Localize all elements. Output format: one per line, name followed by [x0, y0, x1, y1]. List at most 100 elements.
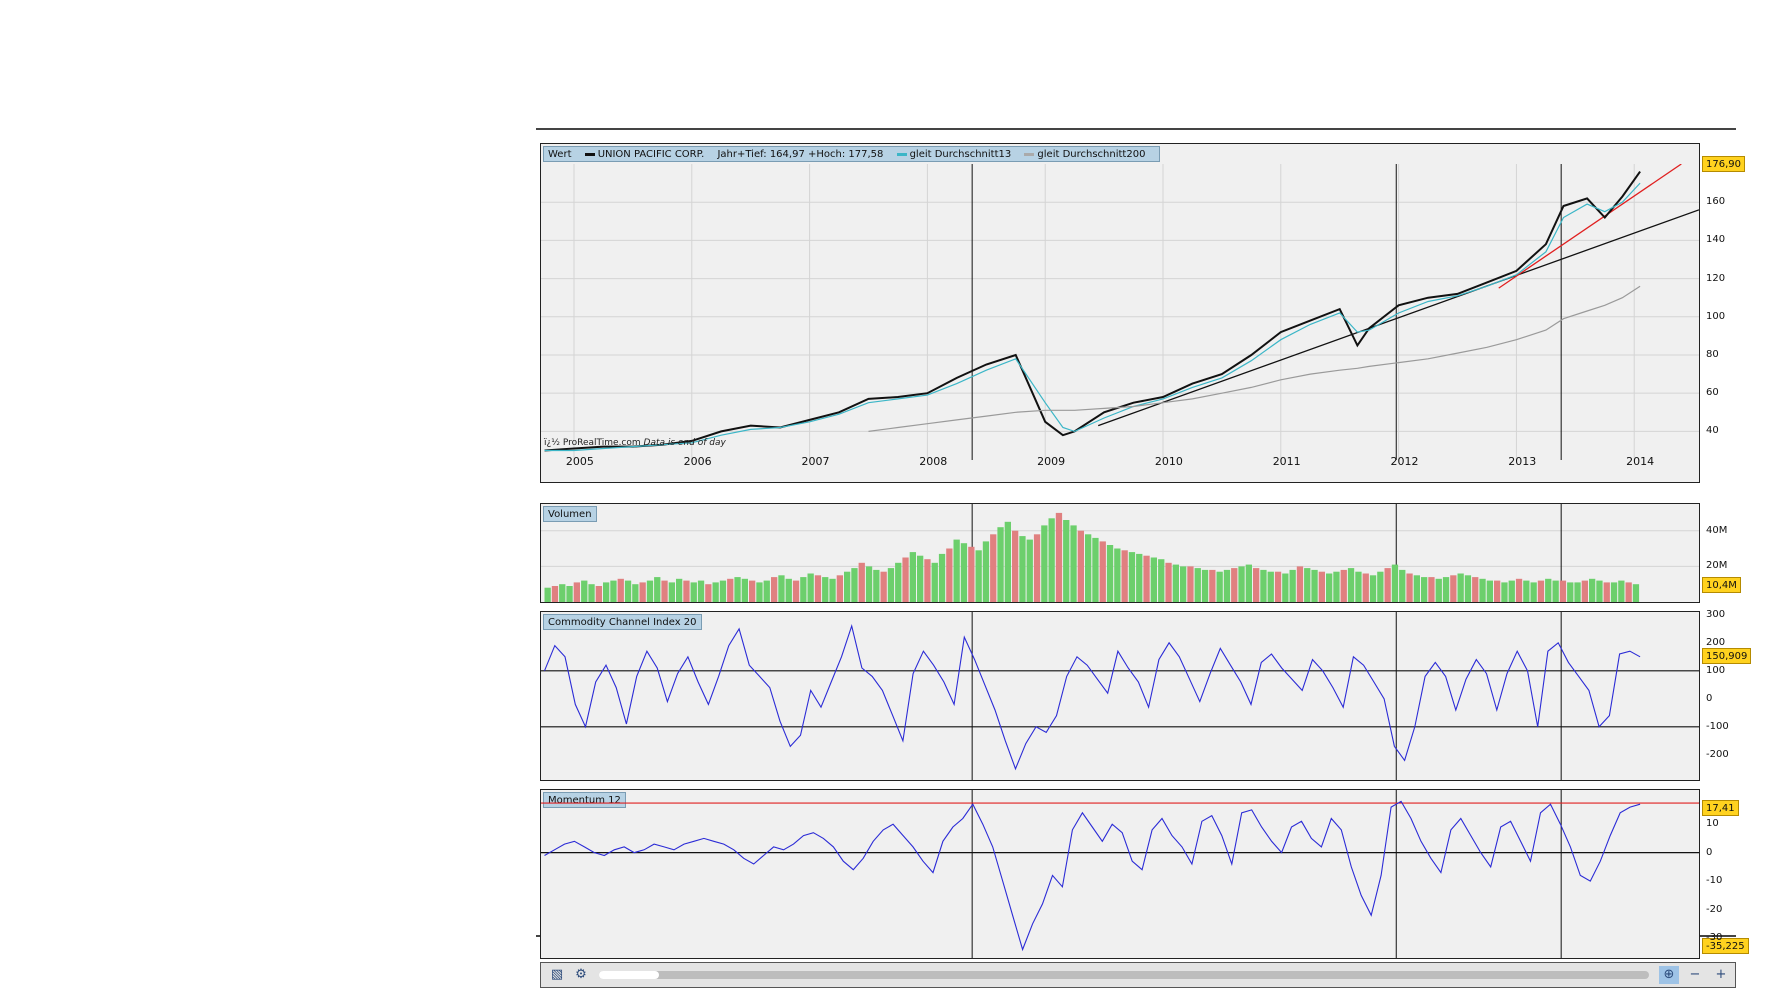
zoom-in-icon[interactable]: +: [1715, 967, 1727, 982]
volume-bar: [938, 553, 946, 602]
volume-bar: [1041, 525, 1048, 602]
volume-bar: [1223, 569, 1231, 602]
cci-line-y-tick: -100: [1706, 720, 1729, 732]
cci-badge: 150,909: [1702, 648, 1752, 664]
volume-bar: [1180, 566, 1187, 602]
volume-bar: [997, 527, 1004, 602]
momentum-panel[interactable]: Momentum 12: [540, 789, 1700, 959]
volume-bar: [946, 548, 953, 602]
price-y-tick: 60: [1706, 387, 1719, 399]
price-legend: Wert UNION PACIFIC CORP. Jahr+Tief: 164,…: [543, 146, 1161, 163]
volume-bar: [1340, 569, 1347, 602]
volume-bar: [1033, 534, 1041, 602]
volume-bar: [1201, 569, 1209, 602]
volume-chart-svg: [541, 504, 1699, 602]
volume-bar: [1245, 564, 1252, 602]
zoom-fit-icon[interactable]: ⊕: [1659, 966, 1679, 984]
volume-bar: [661, 580, 668, 602]
volume-badge: 10,4M: [1702, 577, 1741, 593]
volume-bar: [1523, 580, 1530, 602]
volume-bar: [1055, 512, 1063, 602]
tool-icon[interactable]: ⚙: [575, 967, 587, 982]
cci-title: Commodity Channel Index 20: [543, 614, 702, 630]
volume-bar: [1209, 569, 1216, 602]
volume-bar: [719, 580, 727, 602]
price-y-tick: 40: [1706, 425, 1719, 437]
volume-bar: [1369, 575, 1377, 602]
volume-bar: [1289, 569, 1296, 602]
volume-bar: [1581, 580, 1588, 602]
volume-bar: [1318, 571, 1325, 602]
volume-bar: [1238, 566, 1245, 602]
volume-bar: [1085, 534, 1092, 602]
x-tick-year: 2006: [683, 455, 712, 468]
price-panel[interactable]: Wert UNION PACIFIC CORP. Jahr+Tief: 164,…: [540, 143, 1700, 483]
volume-bar: [639, 582, 646, 602]
volume-bar: [1428, 577, 1435, 602]
momentum-line-y-tick: 10: [1706, 818, 1719, 830]
watermark: ï¿½ ProRealTime.com Data is end of day: [544, 438, 726, 448]
volume-y-tick: 20M: [1706, 560, 1728, 572]
scrollbar-thumb[interactable]: [599, 971, 659, 979]
volume-bar: [953, 539, 960, 602]
volume-bar: [895, 562, 902, 602]
volume-bar: [836, 575, 843, 602]
volume-bar: [1253, 568, 1260, 602]
x-tick-year: 2005: [565, 455, 594, 468]
volume-bar: [1333, 571, 1340, 602]
volume-bar: [917, 555, 924, 602]
volume-bar: [566, 586, 573, 602]
cci-panel[interactable]: Commodity Channel Index 20: [540, 611, 1700, 781]
volume-bar: [1194, 568, 1201, 602]
volume-bar: [1515, 578, 1523, 602]
x-tick-year: 2014: [1626, 455, 1655, 468]
volume-bar: [1508, 580, 1515, 602]
volume-bar: [1457, 573, 1464, 602]
chart-icon[interactable]: ▧: [550, 967, 564, 982]
volume-bar: [1077, 530, 1084, 602]
volume-bar: [1311, 569, 1318, 602]
bottom-toolbar: ▧ ⚙ ⊕ − +: [540, 962, 1736, 988]
volume-bar: [1618, 580, 1625, 602]
volume-bar: [683, 580, 690, 602]
cci-line-y-tick: 200: [1706, 636, 1726, 648]
volume-bar: [1355, 571, 1362, 602]
volume-bar: [1282, 573, 1289, 602]
volume-bar: [1158, 559, 1165, 602]
volume-bar: [1326, 573, 1333, 602]
price-y-tick: 100: [1706, 310, 1726, 322]
momentum-chart-svg: [541, 790, 1699, 958]
volume-bar: [1625, 582, 1632, 602]
volume-bar: [632, 584, 639, 602]
volume-bar: [931, 562, 938, 602]
volume-bar: [749, 580, 756, 602]
volume-bar: [1464, 575, 1472, 602]
volume-bar: [1486, 580, 1493, 602]
momentum-line-y-tick: 0: [1706, 846, 1713, 858]
momentum-line: [544, 800, 1641, 952]
volume-bar: [1099, 541, 1106, 602]
volume-bar: [909, 552, 916, 602]
volume-bar: [756, 582, 763, 602]
x-tick-year: 2008: [919, 455, 948, 468]
volume-bar: [960, 543, 968, 602]
volume-bar: [1472, 577, 1479, 602]
volume-bar: [1479, 578, 1486, 602]
horizontal-scrollbar[interactable]: [599, 971, 1649, 979]
volume-bar: [880, 571, 887, 602]
cci-line-y-tick: 100: [1706, 664, 1726, 676]
volume-bar: [873, 569, 880, 602]
momentum-title: Momentum 12: [543, 792, 626, 808]
legend-ma13: gleit Durchschnitt13: [896, 147, 1011, 163]
volume-bar: [844, 571, 851, 602]
watermark-text: ï¿½ ProRealTime.com: [544, 438, 641, 448]
cci-line-y-tick: 0: [1706, 692, 1713, 704]
volume-bar: [603, 582, 610, 602]
volume-bar: [1421, 577, 1428, 602]
volume-bar: [1150, 557, 1157, 602]
volume-bar: [902, 557, 909, 602]
volume-bar: [1530, 582, 1537, 602]
momentum-badge-bottom: -35,225: [1702, 938, 1749, 954]
volume-bar: [705, 584, 712, 602]
zoom-out-icon[interactable]: −: [1689, 967, 1701, 982]
